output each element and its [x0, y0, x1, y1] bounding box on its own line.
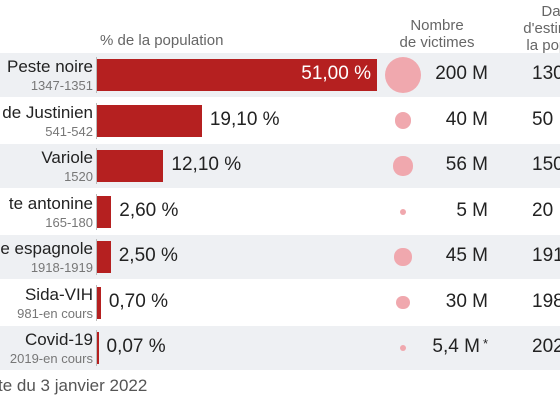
header-percent-population: % de la population	[100, 32, 224, 49]
category-label: de Justinien	[2, 102, 93, 122]
bar-mark	[97, 286, 101, 319]
header-date-line-3: la popu	[526, 37, 560, 54]
victims-bubble-mark	[396, 295, 410, 310]
axis-divider	[96, 102, 97, 139]
date-estimate-value: 50	[532, 108, 554, 130]
victims-data-label: 40 M	[445, 108, 488, 130]
percent-data-label: 19,10 %	[209, 108, 280, 130]
header-victims-line-2: de victimes	[399, 34, 475, 51]
victims-data-label: 30 M	[445, 290, 488, 312]
header-victims: Nombre de victimes	[392, 17, 482, 51]
axis-divider	[96, 148, 97, 184]
date-estimate-value: 150	[532, 154, 560, 175]
chart-row: de Justinien 541-542 19,10 % 40 M 50	[0, 99, 560, 143]
victims-bubble-mark	[385, 57, 421, 93]
axis-divider	[96, 193, 97, 230]
category-label: Peste noire	[7, 57, 93, 76]
category-label: Sida-VIH	[24, 284, 93, 304]
chart-row: Variole 1520 12,10 % 56 M 150	[0, 144, 560, 188]
bar-mark	[97, 104, 202, 137]
period-label: 981-en cours	[17, 305, 93, 321]
victims-data-label: 45 M	[445, 245, 488, 266]
bar-mark	[97, 59, 377, 91]
period-label: 541-542	[45, 123, 93, 139]
percent-data-label: 0,70 %	[108, 290, 168, 312]
period-label: 2019-en cours	[9, 351, 93, 366]
header-date-line-1: Da	[541, 3, 560, 20]
victims-bubble-mark	[394, 248, 412, 266]
percent-data-label: 2,50 %	[118, 245, 178, 266]
header-victims-line-1: Nombre	[410, 17, 464, 34]
bar-mark	[97, 195, 112, 228]
axis-divider	[96, 239, 97, 275]
bar-mark	[97, 241, 111, 273]
period-label: 1347-1351	[30, 78, 93, 93]
category-label: e espagnole	[0, 239, 93, 258]
percent-data-label: 0,07 %	[106, 336, 166, 357]
header-date-line-2: d'estima	[523, 20, 560, 37]
date-estimate-value: 202	[532, 336, 560, 357]
chart-row: e espagnole 1918-1919 2,50 % 45 M 191	[0, 235, 560, 279]
date-estimate-value: 198	[532, 290, 560, 312]
percent-data-label: 12,10 %	[171, 154, 242, 175]
category-label: Covid-19	[24, 330, 93, 349]
victims-bubble-mark	[394, 112, 412, 129]
percent-data-label: 2,60 %	[119, 199, 179, 221]
period-label: 165-180	[45, 214, 93, 230]
chart-row: Covid-19 2019-en cours 0,07 % 5,4 M * 202	[0, 326, 560, 370]
bar-mark	[97, 150, 164, 182]
percent-data-label: 51,00 %	[301, 63, 371, 84]
chart-row: Sida-VIH 981-en cours 0,70 % 30 M 198	[0, 281, 560, 325]
footnote-marker: *	[482, 336, 488, 351]
victims-data-label: 5 M	[456, 199, 488, 221]
victims-bubble-mark	[400, 345, 406, 351]
date-estimate-value: 20	[532, 199, 554, 221]
axis-divider	[96, 57, 97, 93]
date-estimate-value: 130	[532, 63, 560, 84]
footer-source-note: te du 3 janvier 2022	[0, 376, 148, 395]
victims-bubble-mark	[393, 156, 413, 176]
victims-data-label: 56 M	[445, 154, 488, 175]
axis-divider	[96, 330, 97, 366]
victims-bubble-mark	[400, 208, 406, 215]
victims-data-label: 200 M	[435, 63, 488, 84]
date-estimate-value: 191	[532, 245, 560, 266]
bar-mark	[97, 332, 99, 364]
chart-row: te antonine 165-180 2,60 % 5 M 20	[0, 190, 560, 234]
header-date-estimate: Da d'estima la popu	[496, 3, 560, 54]
period-label: 1520	[64, 169, 93, 184]
axis-divider	[96, 284, 97, 321]
victims-data-label: 5,4 M *	[432, 336, 488, 357]
chart-row: Peste noire 1347-1351 51,00 % 200 M 130	[0, 53, 560, 97]
period-label: 1918-1919	[30, 260, 93, 275]
category-label: te antonine	[8, 193, 93, 213]
category-label: Variole	[41, 148, 93, 167]
